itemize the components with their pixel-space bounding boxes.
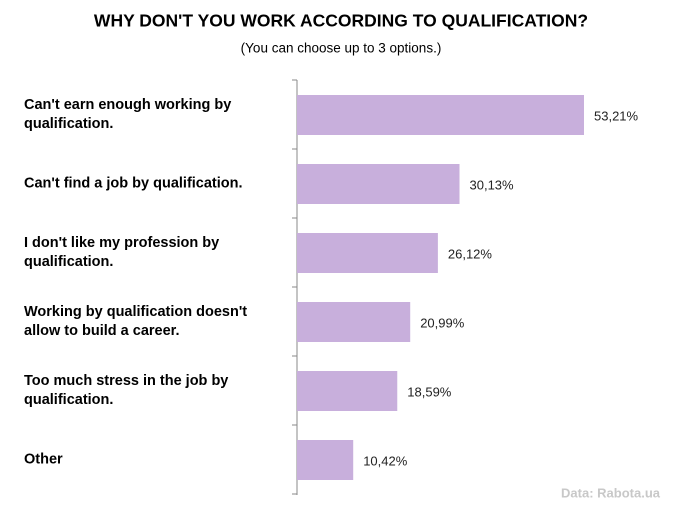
category-label: Can't earn enough working by qualificati… [24, 97, 232, 132]
bar [297, 302, 411, 342]
category-label: Can't find a job by qualification. [24, 175, 243, 192]
bar [297, 164, 460, 204]
value-label: 18,59% [407, 384, 452, 399]
category-label: I don't like my profession by qualificat… [24, 235, 220, 270]
bar [297, 233, 438, 273]
category-label: Working by qualification doesn't allow t… [24, 304, 248, 339]
value-label: 20,99% [420, 315, 465, 330]
bar [297, 440, 354, 480]
value-label: 10,42% [363, 453, 408, 468]
value-label: 26,12% [448, 246, 493, 261]
value-label: 53,21% [594, 108, 639, 123]
value-label: 30,13% [470, 177, 515, 192]
bar [297, 371, 398, 411]
chart-subtitle: (You can choose up to 3 options.) [241, 41, 442, 56]
source: Data: Rabota.ua [561, 485, 661, 500]
chart-title: WHY DON'T YOU WORK ACCORDING TO QUALIFIC… [94, 11, 588, 31]
category-label: Other [24, 451, 63, 468]
bar [297, 95, 584, 135]
category-label: Too much stress in the job by qualificat… [24, 373, 229, 408]
